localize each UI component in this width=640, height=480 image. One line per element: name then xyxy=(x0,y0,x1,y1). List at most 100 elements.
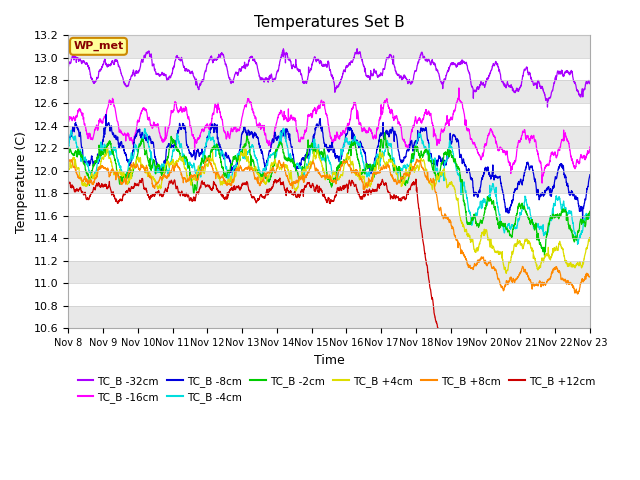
Line: TC_B +8cm: TC_B +8cm xyxy=(68,158,590,294)
Bar xyxy=(68,81,590,103)
TC_B +8cm xyxy=(264,169,272,175)
TC_B -2cm xyxy=(287,159,294,165)
TC_B -16cm xyxy=(576,156,584,162)
TC_B +4cm xyxy=(264,173,272,179)
TC_B -4cm xyxy=(155,168,163,174)
TC_B +12cm xyxy=(586,429,594,435)
Line: TC_B -8cm: TC_B -8cm xyxy=(68,115,590,219)
TC_B +12cm xyxy=(64,179,72,185)
TC_B -4cm xyxy=(576,235,584,241)
TC_B -8cm xyxy=(579,216,586,222)
Bar xyxy=(68,261,590,283)
TC_B +4cm xyxy=(576,261,584,266)
TC_B -32cm xyxy=(287,59,294,64)
TC_B -8cm xyxy=(576,208,584,214)
Line: TC_B -32cm: TC_B -32cm xyxy=(68,48,590,107)
TC_B -16cm xyxy=(586,144,594,150)
TC_B +8cm xyxy=(287,182,295,188)
X-axis label: Time: Time xyxy=(314,354,344,367)
TC_B -2cm xyxy=(381,130,388,136)
TC_B +8cm xyxy=(574,291,582,297)
Text: WP_met: WP_met xyxy=(74,41,124,51)
TC_B -16cm xyxy=(538,180,546,186)
Bar xyxy=(68,306,590,328)
TC_B -4cm xyxy=(573,241,581,247)
TC_B +4cm xyxy=(104,145,111,151)
Line: TC_B +4cm: TC_B +4cm xyxy=(68,148,590,274)
TC_B -16cm xyxy=(64,119,72,125)
TC_B -16cm xyxy=(455,85,463,91)
TC_B +4cm xyxy=(586,235,594,241)
TC_B -8cm xyxy=(155,167,163,173)
Line: TC_B -16cm: TC_B -16cm xyxy=(68,88,590,183)
Bar xyxy=(68,36,590,58)
TC_B -8cm xyxy=(287,143,295,148)
TC_B -32cm xyxy=(353,46,361,51)
TC_B -8cm xyxy=(64,142,72,148)
TC_B +8cm xyxy=(576,284,584,290)
TC_B -32cm xyxy=(264,79,272,85)
Bar xyxy=(68,125,590,148)
TC_B -2cm xyxy=(586,208,594,214)
TC_B -4cm xyxy=(520,206,527,212)
TC_B -32cm xyxy=(520,69,527,75)
TC_B -32cm xyxy=(155,71,163,76)
TC_B -32cm xyxy=(543,104,551,110)
TC_B -2cm xyxy=(124,171,131,177)
TC_B -4cm xyxy=(586,212,594,218)
TC_B +8cm xyxy=(586,274,594,279)
TC_B -4cm xyxy=(287,156,295,162)
TC_B -32cm xyxy=(586,80,594,86)
TC_B +8cm xyxy=(124,172,131,178)
Line: TC_B +12cm: TC_B +12cm xyxy=(68,178,590,448)
TC_B -8cm xyxy=(124,157,132,163)
TC_B -8cm xyxy=(586,172,594,178)
TC_B -32cm xyxy=(64,65,72,71)
TC_B +12cm xyxy=(520,427,527,433)
TC_B +12cm xyxy=(155,188,163,193)
TC_B -2cm xyxy=(264,179,272,184)
Bar xyxy=(68,170,590,193)
TC_B +8cm xyxy=(204,155,211,161)
TC_B +12cm xyxy=(124,189,131,195)
TC_B -32cm xyxy=(576,93,584,99)
TC_B -16cm xyxy=(264,140,272,145)
TC_B -16cm xyxy=(287,112,294,118)
TC_B +4cm xyxy=(124,179,132,185)
TC_B -16cm xyxy=(124,132,131,137)
TC_B +12cm xyxy=(576,434,584,440)
TC_B -2cm xyxy=(576,220,584,226)
TC_B -2cm xyxy=(541,252,548,258)
TC_B +12cm xyxy=(538,445,545,451)
TC_B +12cm xyxy=(287,188,295,194)
TC_B -4cm xyxy=(280,125,287,131)
TC_B +8cm xyxy=(155,179,163,185)
TC_B -8cm xyxy=(520,172,527,178)
TC_B +8cm xyxy=(64,158,72,164)
TC_B -2cm xyxy=(64,144,72,149)
TC_B -8cm xyxy=(102,112,109,118)
TC_B -16cm xyxy=(520,129,527,135)
Legend: TC_B -32cm, TC_B -16cm, TC_B -8cm, TC_B -4cm, TC_B -2cm, TC_B +4cm, TC_B +8cm, T: TC_B -32cm, TC_B -16cm, TC_B -8cm, TC_B … xyxy=(74,372,599,407)
TC_B -4cm xyxy=(264,157,272,163)
Bar xyxy=(68,216,590,238)
TC_B +4cm xyxy=(155,184,163,190)
TC_B +8cm xyxy=(520,266,527,272)
TC_B -2cm xyxy=(155,162,163,168)
TC_B +4cm xyxy=(64,166,72,171)
Y-axis label: Temperature (C): Temperature (C) xyxy=(15,131,28,233)
TC_B +12cm xyxy=(276,175,284,181)
TC_B +12cm xyxy=(264,191,272,196)
Line: TC_B -2cm: TC_B -2cm xyxy=(68,133,590,255)
TC_B -32cm xyxy=(124,83,131,88)
TC_B +4cm xyxy=(502,271,510,276)
TC_B -8cm xyxy=(264,155,272,160)
Title: Temperatures Set B: Temperatures Set B xyxy=(253,15,404,30)
Line: TC_B -4cm: TC_B -4cm xyxy=(68,128,590,244)
TC_B +4cm xyxy=(520,242,527,248)
TC_B -4cm xyxy=(124,168,131,173)
TC_B +4cm xyxy=(287,169,295,175)
TC_B -2cm xyxy=(520,206,527,212)
TC_B -4cm xyxy=(64,144,72,149)
TC_B -16cm xyxy=(155,126,163,132)
